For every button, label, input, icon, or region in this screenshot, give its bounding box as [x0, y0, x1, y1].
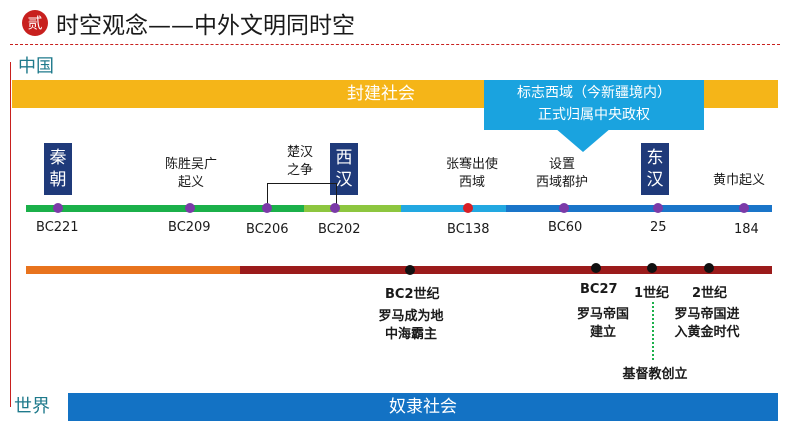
event-chu-han-line1: 楚汉 [286, 145, 313, 160]
dot-bc27 [591, 263, 601, 273]
dot-bc202 [330, 203, 340, 213]
section-badge: 贰 [22, 10, 48, 36]
dot-bc138 [463, 203, 473, 213]
tick-25: 25 [650, 220, 667, 235]
christianity-dotted-line [652, 302, 654, 360]
event-yellow-turban: 黄巾起义 [700, 172, 778, 190]
event-rome-mediterranean: 罗马成为地 中海霸主 [368, 308, 454, 344]
callout-box: 标志西域（今新疆境内） 正式归属中央政权 [484, 80, 704, 130]
dot-bc221 [53, 203, 63, 213]
china-label: 中国 [18, 56, 54, 77]
timeline-transition-segment [304, 205, 401, 212]
event-rome-golden-age-line2: 入黄金时代 [674, 325, 740, 340]
header-divider [10, 44, 780, 45]
tick-1-century: 1世纪 [634, 286, 670, 301]
slave-society-label: 奴隶社会 [389, 397, 457, 417]
event-rome-empire-line2: 建立 [589, 325, 616, 340]
world-timeline-red-segment [240, 266, 772, 274]
feudal-society-label: 封建社会 [347, 84, 415, 104]
tick-184: 184 [734, 222, 759, 237]
world-timeline-orange-segment [26, 266, 240, 274]
tick-bc209: BC209 [168, 220, 211, 235]
left-vertical-line [10, 62, 11, 407]
tick-bc60: BC60 [548, 220, 583, 235]
tick-bc221: BC221 [36, 220, 79, 235]
page-title: 时空观念——中外文明同时空 [56, 13, 355, 39]
callout-tail [555, 128, 611, 152]
event-chen-sheng: 陈胜吴广 起义 [156, 156, 226, 192]
event-protectorate-line1: 设置 [548, 157, 575, 172]
world-label: 世界 [14, 396, 50, 417]
dynasty-qin-box: 秦朝 [44, 143, 72, 195]
event-chen-sheng-line2: 起义 [177, 175, 204, 190]
callout-line2: 正式归属中央政权 [538, 107, 650, 123]
dynasty-west-han-box: 西汉 [330, 143, 358, 195]
dot-bc206 [262, 203, 272, 213]
event-chu-han-line2: 之争 [286, 163, 313, 178]
event-yellow-turban-line1: 黄巾起义 [712, 173, 765, 188]
dot-1-century [647, 263, 657, 273]
event-rome-empire-line1: 罗马帝国 [576, 307, 629, 322]
event-rome-mediterranean-line2: 中海霸主 [384, 327, 437, 342]
tick-bc2-century: BC2世纪 [385, 287, 440, 302]
callout-line1: 标志西域（今新疆境内） [517, 85, 671, 101]
event-rome-golden-age: 罗马帝国进 入黄金时代 [662, 306, 752, 342]
event-zhang-qian-line2: 西域 [458, 175, 485, 190]
dot-bc2-century [405, 265, 415, 275]
timeline-west-han-segment [401, 205, 506, 212]
event-rome-empire: 罗马帝国 建立 [566, 306, 640, 342]
event-christianity-line1: 基督教创立 [622, 367, 688, 382]
event-rome-golden-age-line1: 罗马帝国进 [674, 307, 740, 322]
event-chu-han: 楚汉 之争 [272, 144, 328, 180]
tick-bc202: BC202 [318, 222, 361, 237]
chu-han-bracket [267, 183, 337, 204]
timeline-han-segment [506, 205, 772, 212]
dot-bc60 [559, 203, 569, 213]
event-protectorate: 设置 西域都护 [520, 156, 604, 192]
event-zhang-qian-line1: 张骞出使 [445, 157, 498, 172]
tick-bc206: BC206 [246, 222, 289, 237]
dot-bc209 [185, 203, 195, 213]
tick-2-century: 2世纪 [692, 286, 728, 301]
dynasty-east-han-box: 东汉 [641, 143, 669, 195]
tick-bc27: BC27 [580, 282, 618, 297]
event-christianity: 基督教创立 [612, 366, 698, 384]
dot-184 [739, 203, 749, 213]
event-chen-sheng-line1: 陈胜吴广 [164, 157, 217, 172]
timeline-qin-segment [26, 205, 304, 212]
tick-bc138: BC138 [447, 222, 490, 237]
dot-25 [653, 203, 663, 213]
event-rome-mediterranean-line1: 罗马成为地 [378, 309, 444, 324]
slave-society-band: 奴隶社会 [68, 393, 778, 421]
event-zhang-qian: 张骞出使 西域 [432, 156, 512, 192]
event-protectorate-line2: 西域都护 [535, 175, 588, 190]
dot-2-century [704, 263, 714, 273]
